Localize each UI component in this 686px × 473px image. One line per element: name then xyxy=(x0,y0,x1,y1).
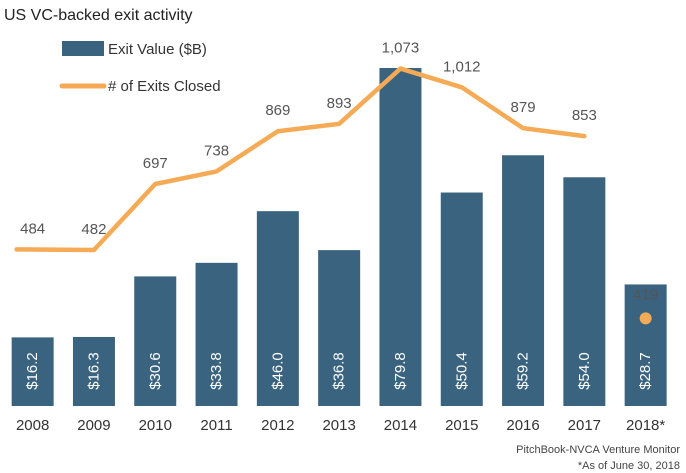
chart-title: US VC-backed exit activity xyxy=(4,7,193,24)
bar-2008 xyxy=(11,337,54,406)
bar-value-label: $28.7 xyxy=(637,352,654,390)
exits-count-label: 738 xyxy=(204,142,229,159)
bar-2013 xyxy=(318,250,361,406)
bar-2017 xyxy=(563,177,606,406)
x-tick-label: 2012 xyxy=(261,417,294,434)
exits-count-label: 419 xyxy=(633,286,658,303)
exits-count-label: 853 xyxy=(572,107,597,124)
bar-value-label: $54.0 xyxy=(576,352,593,390)
x-tick-label: 2008 xyxy=(16,417,49,434)
source-note: PitchBook-NVCA Venture Monitor xyxy=(516,444,680,456)
x-tick-label: 2010 xyxy=(139,417,172,434)
source-footnote: *As of June 30, 2018 xyxy=(578,460,680,472)
bar-2009 xyxy=(72,336,115,406)
x-tick-label: 2011 xyxy=(200,417,232,434)
exits-count-label: 869 xyxy=(265,102,290,119)
x-axis: 2008 2009 2010 2011 2012 2013 2014 2015 2016 2017… xyxy=(16,417,665,434)
x-tick-label: 2017 xyxy=(568,417,601,434)
exits-count-label: 879 xyxy=(511,99,536,116)
bar-value-label: $33.8 xyxy=(208,352,225,390)
bar-2015 xyxy=(440,192,483,406)
bar-value-label: $36.8 xyxy=(331,352,348,390)
x-tick-label: 2014 xyxy=(384,417,417,434)
bar-2014 xyxy=(379,68,422,406)
exits-count-label: 1,073 xyxy=(382,40,420,57)
bar-value-label: $30.6 xyxy=(147,352,164,390)
legend-swatch-exit-value xyxy=(62,41,104,56)
legend: Exit Value ($B) # of Exits Closed xyxy=(59,41,221,95)
x-tick-label: 2009 xyxy=(77,417,110,434)
bar-2012 xyxy=(256,211,299,406)
x-tick-label: 2016 xyxy=(506,417,539,434)
bar-value-label: $79.8 xyxy=(392,352,409,390)
bar-2016 xyxy=(502,155,545,406)
exits-count-label: 484 xyxy=(20,220,45,237)
bar-2010 xyxy=(134,276,177,406)
x-tick-label: 2013 xyxy=(322,417,355,434)
exits-count-label: 893 xyxy=(327,95,352,112)
x-tick-label: 2015 xyxy=(445,417,478,434)
exits-count-label: 1,012 xyxy=(443,58,481,75)
bar-2011 xyxy=(195,262,238,406)
bar-series: $16.2 $16.3 $30.6 $33.8 $46.0 $36.8 $79.8 $50.4… xyxy=(11,68,667,406)
exits-count-label: 697 xyxy=(143,155,168,172)
exits-closed-line xyxy=(14,66,587,253)
legend-label-exit-value: Exit Value ($B) xyxy=(108,41,207,58)
bar-value-label: $59.2 xyxy=(515,352,532,390)
line-series: 484 482 697 738 869 893 1,073 1,012 879 853 419 xyxy=(14,40,658,325)
bar-2018* xyxy=(624,284,667,406)
exits-closed-marker xyxy=(639,312,652,325)
bar-value-label: $46.0 xyxy=(269,352,286,390)
exits-count-label: 482 xyxy=(81,221,106,238)
bar-value-label: $16.2 xyxy=(24,352,41,390)
bar-value-label: $16.3 xyxy=(85,352,102,390)
bar-value-label: $50.4 xyxy=(453,352,470,390)
legend-label-exits-closed: # of Exits Closed xyxy=(108,78,221,95)
x-tick-label: 2018* xyxy=(626,417,665,434)
